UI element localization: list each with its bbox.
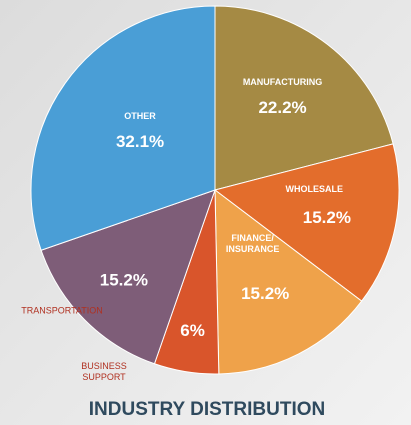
pie-slice	[30, 5, 216, 251]
slice-label: WHOLESALE	[285, 184, 343, 194]
chart-title: INDUSTRY DISTRIBUTION	[89, 399, 325, 420]
slice-label: BUSINESS SUPPORT	[81, 361, 127, 382]
value-label: 15.2%	[303, 208, 351, 227]
slice-label: OTHER	[124, 111, 156, 121]
slice-label: MANUFACTURING	[243, 77, 323, 87]
pie-slice	[213, 143, 400, 302]
value-label: 22.2%	[258, 98, 306, 117]
slice-label: FINANCE/INSURANCE	[226, 233, 280, 254]
pie: MANUFACTURING 22.2% WHOLESALE 15.2% FINANCE/…	[21, 5, 400, 382]
value-label: 15.2%	[241, 284, 289, 303]
value-label: 32.1%	[116, 132, 164, 151]
pie-slice	[214, 5, 394, 191]
value-label: 15.2%	[100, 270, 148, 289]
value-label: 6%	[180, 321, 205, 340]
pie-slice	[214, 188, 363, 375]
slice-label: TRANSPORTATION	[21, 305, 103, 315]
pie-slice	[40, 189, 216, 365]
